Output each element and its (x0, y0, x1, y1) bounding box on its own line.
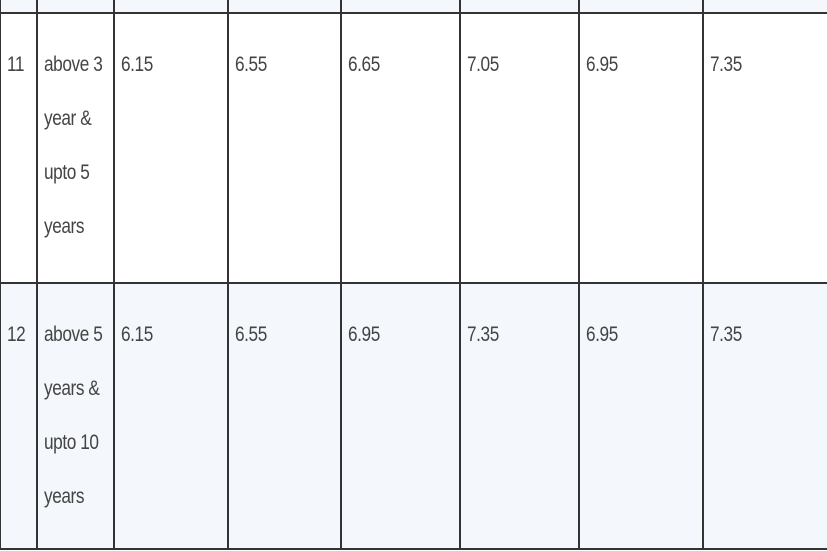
rate-cell: 7.05 (459, 12, 580, 284)
rate-cell: 6.55 (227, 282, 342, 550)
rate-cell: 6.95 (578, 12, 704, 284)
rate-cell: 7.35 (702, 282, 827, 550)
table-row: 12 above 5 years & upto 10 years 6.15 6.55 … (0, 282, 827, 550)
rate-cell: 7.35 (702, 12, 827, 284)
rate-cell: 6.55 (227, 12, 342, 284)
period-cell: above 3 year & upto 5 years (36, 12, 115, 284)
rate-cell: 6.15 (113, 12, 229, 284)
period-cell: above 5 years & upto 10 years (36, 282, 115, 550)
serial-cell: 12 (0, 282, 38, 550)
serial-cell: 11 (0, 12, 38, 284)
rate-cell: 7.35 (459, 282, 580, 550)
rate-cell: 6.95 (340, 282, 461, 550)
table-row: 11 above 3 year & upto 5 years 6.15 6.55 6.… (0, 12, 827, 284)
rate-cell: 6.65 (340, 12, 461, 284)
rate-cell: 6.15 (113, 282, 229, 550)
header-row-stub (0, 0, 827, 14)
rate-cell: 6.95 (578, 282, 704, 550)
